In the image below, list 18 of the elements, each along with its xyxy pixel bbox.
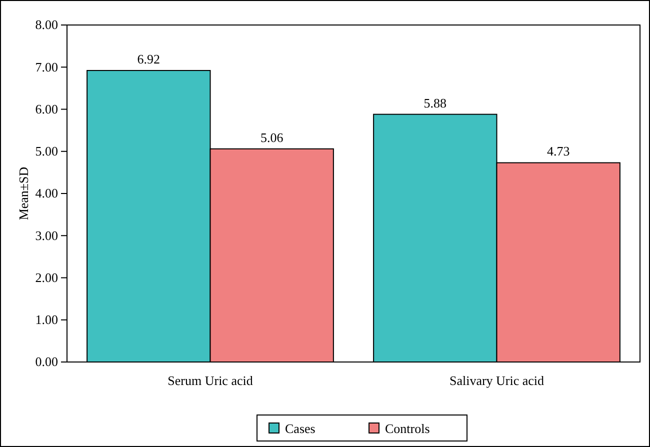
data-label: 5.06 — [260, 130, 284, 145]
y-tick-label: 3.00 — [35, 228, 58, 243]
x-tick-label: Serum Uric acid — [168, 373, 254, 388]
x-tick-label: Salivary Uric acid — [449, 373, 545, 388]
data-label: 4.73 — [546, 144, 570, 159]
y-tick-label: 0.00 — [35, 354, 58, 370]
legend-label: Cases — [285, 421, 316, 436]
data-label: 6.92 — [137, 51, 160, 66]
y-tick-label: 4.00 — [35, 186, 58, 201]
y-axis-title: Mean±SD — [16, 166, 31, 220]
y-tick-label: 8.00 — [35, 17, 58, 32]
y-tick-label: 5.00 — [35, 144, 58, 159]
legend-label: Controls — [385, 421, 430, 436]
y-tick-label: 2.00 — [35, 270, 58, 285]
y-tick-label: 6.00 — [35, 101, 58, 116]
y-tick-label: 1.00 — [35, 312, 58, 328]
y-tick-label: 7.00 — [35, 59, 58, 74]
data-label: 5.88 — [424, 95, 447, 110]
